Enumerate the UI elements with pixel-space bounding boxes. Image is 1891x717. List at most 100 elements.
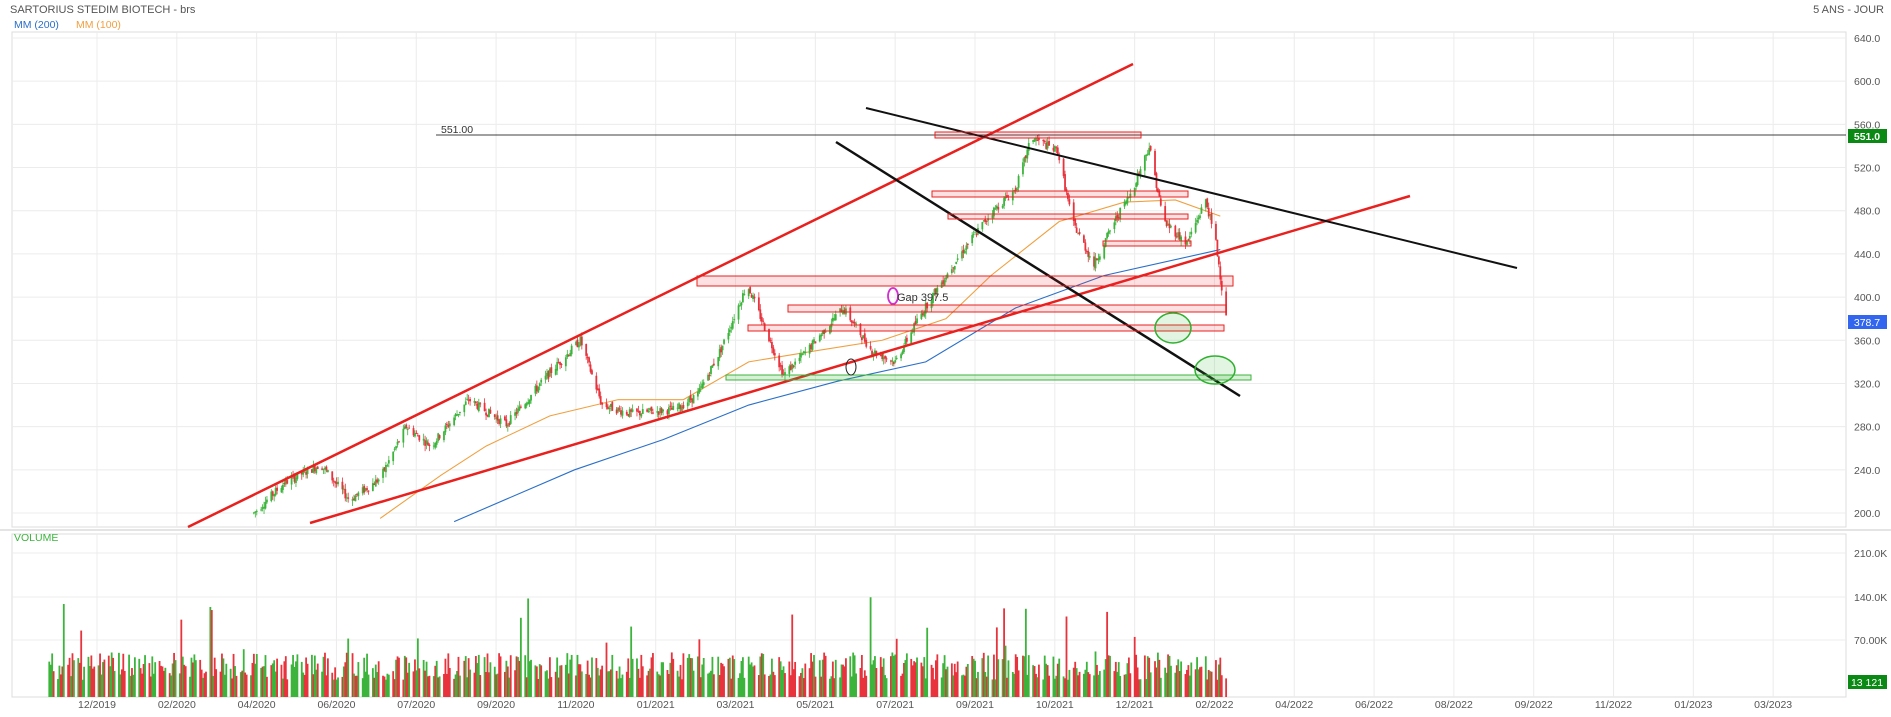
volume-bar [879, 657, 882, 697]
candle-body [814, 341, 817, 344]
candle-body [342, 488, 345, 490]
volume-bar [459, 675, 461, 697]
candle-body [1046, 141, 1049, 149]
volume-bar [535, 666, 538, 697]
candle-body [569, 353, 572, 357]
volume-bar [1036, 677, 1039, 697]
candle-body [820, 334, 823, 337]
volume-bar [113, 670, 116, 697]
volume-bar [427, 676, 429, 697]
candle-body [428, 444, 431, 447]
candle-body [367, 490, 370, 492]
volume-bar [403, 655, 406, 697]
volume-bar [77, 658, 80, 697]
candle-body [538, 383, 541, 387]
gap-marker [887, 287, 899, 305]
volume-bar [865, 675, 868, 697]
volume-bar [293, 666, 296, 697]
volume-bar [853, 655, 856, 697]
candle-body [382, 468, 384, 478]
candle-body [263, 506, 265, 509]
volume-bar [234, 666, 236, 697]
volume-bar [178, 673, 181, 697]
candle-body [255, 510, 258, 512]
last-volume-value: 13 121 [1851, 677, 1883, 689]
volume-bar [438, 676, 441, 697]
volume-bar [921, 666, 924, 697]
volume-bar [691, 658, 694, 697]
candle-body [679, 405, 682, 409]
volume-tick-label: 70.00K [1854, 635, 1887, 647]
volume-bar [956, 661, 959, 697]
candle-body [617, 407, 620, 412]
ma200-legend[interactable]: MM (200) [14, 19, 59, 31]
y-tick-label: 360.0 [1854, 335, 1880, 347]
volume-bar [993, 654, 995, 697]
timeframe-label[interactable]: 5 ANS - JOUR [1813, 4, 1884, 16]
volume-bar [331, 672, 334, 697]
candle-body [456, 414, 458, 416]
candle-body [720, 347, 723, 353]
volume-bar [373, 677, 376, 697]
volume-bar [802, 678, 805, 697]
candle-body [405, 424, 408, 428]
candle-body [1083, 235, 1085, 243]
candle-body [945, 277, 947, 280]
volume-bar [788, 661, 791, 697]
volume-bar [385, 679, 387, 697]
volume-bar [1093, 675, 1095, 697]
volume-bar [743, 677, 746, 697]
candle-body [527, 401, 530, 404]
volume-bar [974, 660, 976, 697]
candle-body [702, 382, 705, 386]
candle-body [659, 408, 662, 414]
volume-bar [554, 671, 557, 697]
volume-bar [347, 638, 350, 697]
volume-bar [923, 657, 926, 697]
volume-bar [326, 658, 329, 697]
candle-body [434, 442, 437, 448]
candle-body [974, 232, 976, 234]
candle-body [649, 408, 651, 411]
volume-bar [192, 662, 194, 697]
candle-body [1175, 236, 1178, 238]
candle-body [802, 351, 805, 354]
volume-bar [280, 664, 283, 697]
candle-body [753, 296, 756, 299]
volume-bar [1097, 674, 1100, 697]
candle-body [933, 289, 936, 293]
candle-body [1075, 227, 1078, 233]
candle-body [601, 402, 604, 405]
candle-body [942, 280, 945, 284]
candle-body [347, 497, 350, 499]
volume-bar [631, 658, 634, 697]
volume-bar [1215, 660, 1217, 697]
y-tick-label: 240.0 [1854, 465, 1880, 477]
candle-body [860, 337, 863, 341]
ma100-legend[interactable]: MM (100) [76, 19, 121, 31]
candle-body [757, 297, 760, 311]
candle-body [270, 491, 273, 502]
candle-body [403, 426, 406, 429]
target-ellipse-2 [1194, 355, 1236, 385]
volume-bar [286, 679, 289, 697]
volume-bar [723, 666, 725, 697]
resistance-price-value: 551.0 [1854, 131, 1880, 143]
volume-bar [464, 656, 467, 697]
volume-bar [261, 666, 264, 697]
volume-bar [83, 666, 85, 697]
volume-bar [264, 655, 267, 697]
candle-body [740, 302, 743, 306]
volume-bar [499, 656, 502, 697]
candle-body [496, 415, 499, 421]
volume-bar [598, 675, 601, 697]
volume-bar [415, 670, 418, 697]
volume-bar [1058, 658, 1061, 697]
volume-bar [924, 678, 927, 697]
volume-bar [290, 664, 293, 697]
candle-body [892, 361, 895, 365]
volume-bar [540, 665, 543, 697]
price-candles [252, 134, 1228, 518]
candle-body [657, 411, 660, 415]
